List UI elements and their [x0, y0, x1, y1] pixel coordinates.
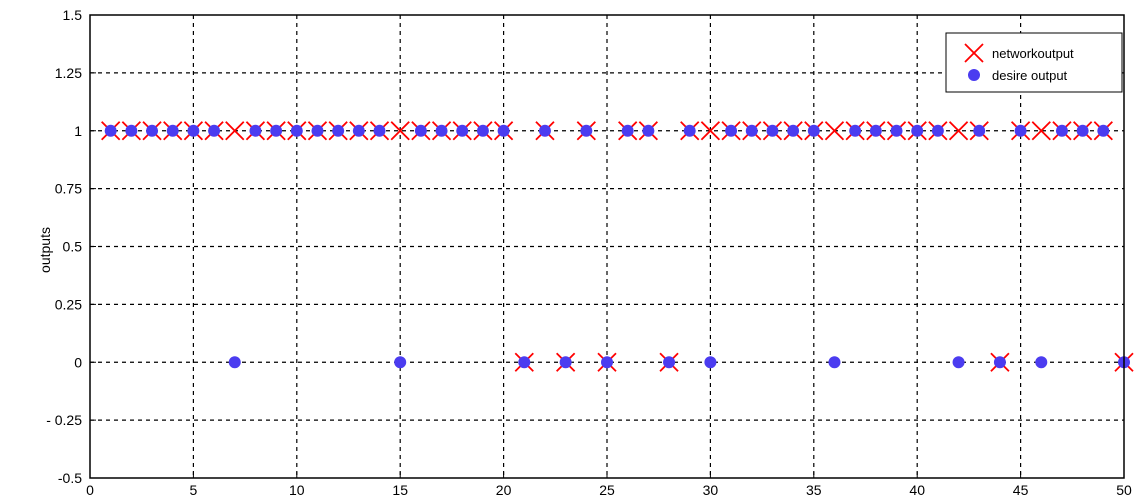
desire-output-point — [104, 124, 117, 137]
desire-output-point — [869, 124, 882, 137]
desire-output-point — [1014, 124, 1027, 137]
desire-output-point — [166, 124, 179, 137]
network-output-point — [948, 121, 969, 141]
x-tick-label: 15 — [392, 482, 408, 498]
desire-output-point — [683, 124, 696, 137]
legend-dot-marker — [968, 69, 980, 81]
x-tick-label: 0 — [86, 482, 94, 498]
desire-output-point — [911, 124, 924, 137]
desire-output-point — [249, 124, 262, 137]
desire-output-point — [787, 124, 800, 137]
y-tick-label: 0.5 — [63, 239, 83, 255]
desire-output-point — [766, 124, 779, 137]
legend-label-desire-output: desire output — [992, 68, 1068, 83]
y-tick-label: -0.5 — [58, 470, 82, 486]
x-tick-label: 30 — [703, 482, 719, 498]
desire-output-point — [807, 124, 820, 137]
desire-output-point — [394, 356, 407, 369]
x-axis: 0 5 10 15 20 25 30 35 40 45 50 — [86, 472, 1132, 498]
desire-output-point — [559, 356, 572, 369]
x-tick-label: 10 — [289, 482, 305, 498]
desire-output-point — [642, 124, 655, 137]
legend: networkoutput desire output — [945, 32, 1123, 93]
x-tick-label: 45 — [1013, 482, 1029, 498]
desire-output-point — [228, 356, 241, 369]
desire-output-point — [952, 356, 965, 369]
plot-marks — [101, 121, 1134, 372]
desire-output-point — [993, 356, 1006, 369]
desire-output-point — [187, 124, 200, 137]
x-tick-label: 5 — [190, 482, 198, 498]
desire-output-point — [435, 124, 448, 137]
x-tick-label: 40 — [909, 482, 925, 498]
network-output-point — [700, 121, 721, 141]
desire-output-point — [1055, 124, 1068, 137]
network-output-point — [824, 121, 845, 141]
desire-output-point — [1035, 356, 1048, 369]
desire-output-point — [476, 124, 489, 137]
desire-output-point — [745, 124, 758, 137]
desire-output-point — [456, 124, 469, 137]
x-tick-label: 20 — [496, 482, 512, 498]
desire-output-point — [538, 124, 551, 137]
desire-output-point — [1097, 124, 1110, 137]
desire-output-point — [497, 124, 510, 137]
network-output-point — [390, 121, 410, 141]
plot-frame — [89, 14, 1125, 479]
legend-box — [945, 32, 1123, 93]
desire-output-point — [890, 124, 903, 137]
desire-output-point — [352, 124, 365, 137]
network-output-point — [225, 121, 245, 141]
y-axis-label: outputs — [37, 227, 53, 273]
desire-output-point — [931, 124, 944, 137]
desire-output-point — [725, 124, 738, 137]
x-tick-label: 50 — [1116, 482, 1132, 498]
desire-output-point — [601, 356, 613, 369]
desire-output-point — [332, 124, 345, 137]
desire-output-point — [518, 356, 531, 369]
desire-output-point — [704, 356, 717, 369]
y-axis: -0.5 - 0.25 0 0.25 0.5 0.75 1 1.25 1.5 — [46, 7, 96, 486]
desire-output-point — [208, 124, 221, 137]
grid — [90, 15, 1124, 478]
desire-output-point — [828, 356, 841, 369]
desire-output-point — [311, 124, 324, 137]
y-tick-label: 1 — [74, 123, 82, 139]
desire-output-point — [270, 124, 283, 137]
desire-output-point — [373, 124, 386, 137]
x-tick-label: 35 — [806, 482, 822, 498]
y-tick-label: 0.75 — [55, 181, 82, 197]
desire-output-point — [621, 124, 634, 137]
desire-output-point — [414, 124, 427, 137]
desire-output-point — [146, 124, 159, 137]
desire-output-point — [849, 124, 862, 137]
desire-output-point — [580, 124, 593, 137]
y-tick-label: 1.25 — [55, 65, 82, 81]
network-output-point — [1031, 121, 1051, 141]
desire-output-point — [1076, 124, 1089, 137]
y-tick-label: - 0.25 — [46, 412, 82, 428]
desire-output-point — [125, 124, 138, 137]
y-tick-label: 1.5 — [63, 7, 83, 23]
legend-label-networkoutput: networkoutput — [992, 46, 1074, 61]
y-tick-label: 0.25 — [55, 296, 82, 312]
desire-output-point — [973, 124, 986, 137]
desire-output-point — [663, 356, 676, 369]
y-tick-label: 0 — [74, 354, 82, 370]
x-tick-label: 25 — [599, 482, 615, 498]
desire-output-point — [290, 124, 303, 137]
legend-x-marker — [964, 43, 984, 63]
